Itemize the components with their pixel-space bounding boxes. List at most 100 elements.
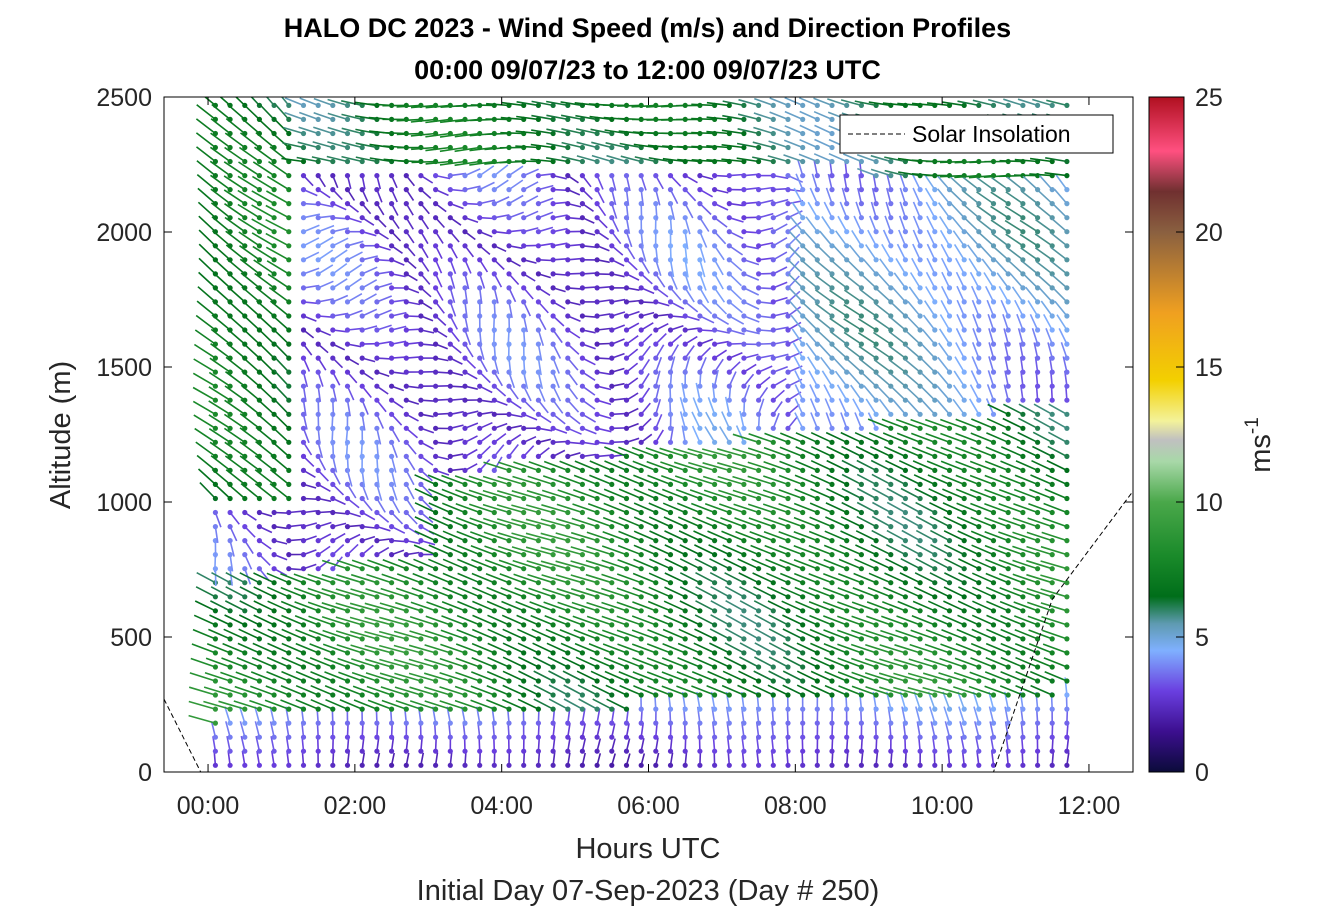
wind-arrow-head: [418, 271, 424, 277]
wind-arrow-head: [447, 538, 453, 544]
wind-arrow: [713, 259, 724, 276]
wind-arrow-head: [917, 509, 923, 516]
wind-arrow-head: [623, 720, 630, 726]
wind-arrow: [196, 146, 216, 163]
wind-arrow-head: [330, 187, 336, 193]
wind-arrow: [851, 657, 877, 668]
wind-arrow: [953, 243, 965, 261]
wind-arrow: [944, 572, 965, 584]
wind-arrow: [797, 159, 804, 176]
wind-arrow: [912, 215, 921, 233]
wind-arrow-head: [888, 201, 894, 207]
wind-arrow: [893, 686, 921, 696]
wind-arrow-head: [227, 158, 233, 165]
wind-arrow: [782, 642, 804, 654]
wind-arrow-head: [800, 636, 806, 642]
wind-arrow-head: [330, 271, 336, 277]
wind-arrow: [332, 249, 348, 261]
wind-arrow: [885, 473, 906, 486]
wind-arrow-head: [946, 678, 953, 684]
wind-arrow: [208, 428, 231, 443]
wind-arrow-head: [330, 257, 336, 263]
wind-arrow: [332, 400, 335, 417]
wind-arrow: [555, 532, 583, 542]
wind-arrow-head: [785, 692, 791, 698]
wind-arrow: [722, 100, 745, 107]
wind-arrow-head: [858, 158, 865, 165]
wind-arrow-head: [667, 748, 674, 754]
wind-arrow: [914, 572, 936, 584]
wind-arrow-head: [609, 748, 615, 754]
wind-arrow-head: [447, 173, 453, 179]
wind-arrow: [252, 161, 275, 177]
wind-arrow: [749, 530, 774, 542]
wind-arrow: [523, 195, 539, 205]
wind-arrow-head: [418, 524, 424, 530]
wind-arrow-head: [961, 341, 967, 347]
wind-arrow-head: [888, 453, 894, 459]
wind-arrow-head: [579, 327, 586, 333]
wind-arrow: [376, 428, 382, 445]
wind-arrow-head: [374, 397, 380, 403]
wind-arrow: [897, 600, 921, 612]
wind-arrow: [484, 545, 510, 556]
wind-arrow: [242, 313, 260, 331]
wind-arrow: [837, 643, 862, 654]
wind-arrow-head: [667, 594, 674, 600]
wind-arrow: [909, 643, 936, 654]
wind-arrow: [942, 488, 965, 500]
wind-arrow-head: [506, 257, 512, 263]
wind-arrow-head: [506, 425, 512, 431]
wind-arrow-head: [770, 748, 776, 754]
wind-arrow: [211, 229, 231, 247]
wind-arrow: [303, 213, 321, 219]
wind-arrow: [349, 602, 378, 612]
wind-arrow-head: [271, 173, 277, 179]
wind-arrow: [669, 203, 676, 221]
wind-arrow-head: [770, 130, 776, 137]
wind-arrow-head: [506, 313, 512, 319]
wind-arrow-head: [902, 243, 909, 249]
wind-arrow-head: [359, 299, 365, 305]
wind-arrow: [493, 196, 510, 205]
wind-arrow: [214, 512, 222, 528]
wind-arrow-head: [506, 734, 512, 740]
wind-arrow: [606, 698, 627, 710]
wind-arrow: [633, 558, 657, 570]
wind-arrow-head: [491, 495, 497, 502]
wind-arrow-head: [667, 187, 674, 193]
wind-arrow: [899, 691, 907, 710]
wind-arrow: [576, 141, 598, 149]
wind-arrow-head: [594, 692, 600, 698]
wind-arrow-head: [609, 509, 615, 516]
wind-arrow: [211, 103, 231, 121]
wind-arrow-head: [844, 102, 850, 108]
wind-arrow-head: [374, 355, 380, 361]
wind-arrow-head: [785, 130, 791, 137]
wind-arrow-head: [271, 495, 277, 502]
wind-arrow: [238, 146, 260, 163]
wind-arrow-head: [433, 706, 439, 712]
wind-arrow-head: [242, 608, 248, 614]
wind-arrow: [558, 474, 583, 486]
wind-arrow: [913, 586, 936, 598]
wind-arrow: [927, 600, 950, 612]
wind-arrow-head: [726, 285, 732, 291]
wind-arrow-head: [844, 397, 850, 403]
wind-arrow-head: [667, 678, 674, 684]
wind-arrow: [273, 102, 290, 120]
wind-arrow-head: [726, 734, 732, 740]
wind-arrow: [787, 290, 801, 303]
wind-arrow-head: [418, 580, 424, 586]
wind-arrow: [662, 488, 686, 500]
wind-arrow-head: [315, 102, 321, 108]
wind-arrow-head: [477, 439, 483, 445]
wind-arrow-head: [389, 608, 395, 614]
wind-arrow-head: [550, 285, 556, 291]
wind-arrow-head: [888, 552, 894, 558]
wind-arrow-head: [873, 650, 879, 656]
wind-arrow-head: [667, 411, 674, 417]
wind-arrow-head: [594, 383, 600, 389]
wind-arrow-head: [858, 692, 865, 698]
wind-arrow-head: [447, 299, 453, 305]
